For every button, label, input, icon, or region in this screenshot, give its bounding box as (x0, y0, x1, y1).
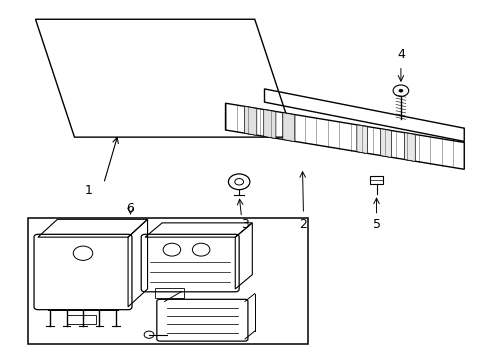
Text: 2: 2 (299, 218, 307, 231)
Polygon shape (405, 133, 416, 161)
Text: 5: 5 (372, 218, 381, 231)
Bar (370, 176, 383, 184)
Circle shape (399, 89, 403, 92)
Text: 1: 1 (85, 184, 93, 197)
Text: 3: 3 (241, 218, 249, 231)
Polygon shape (357, 125, 368, 154)
Text: 6: 6 (126, 202, 134, 215)
Polygon shape (245, 106, 257, 135)
Polygon shape (381, 129, 392, 157)
Bar (155, 288, 184, 298)
Bar (28, 217, 308, 344)
Polygon shape (283, 113, 295, 141)
Bar (67, 315, 97, 324)
Text: 4: 4 (397, 49, 405, 62)
Polygon shape (264, 109, 276, 139)
